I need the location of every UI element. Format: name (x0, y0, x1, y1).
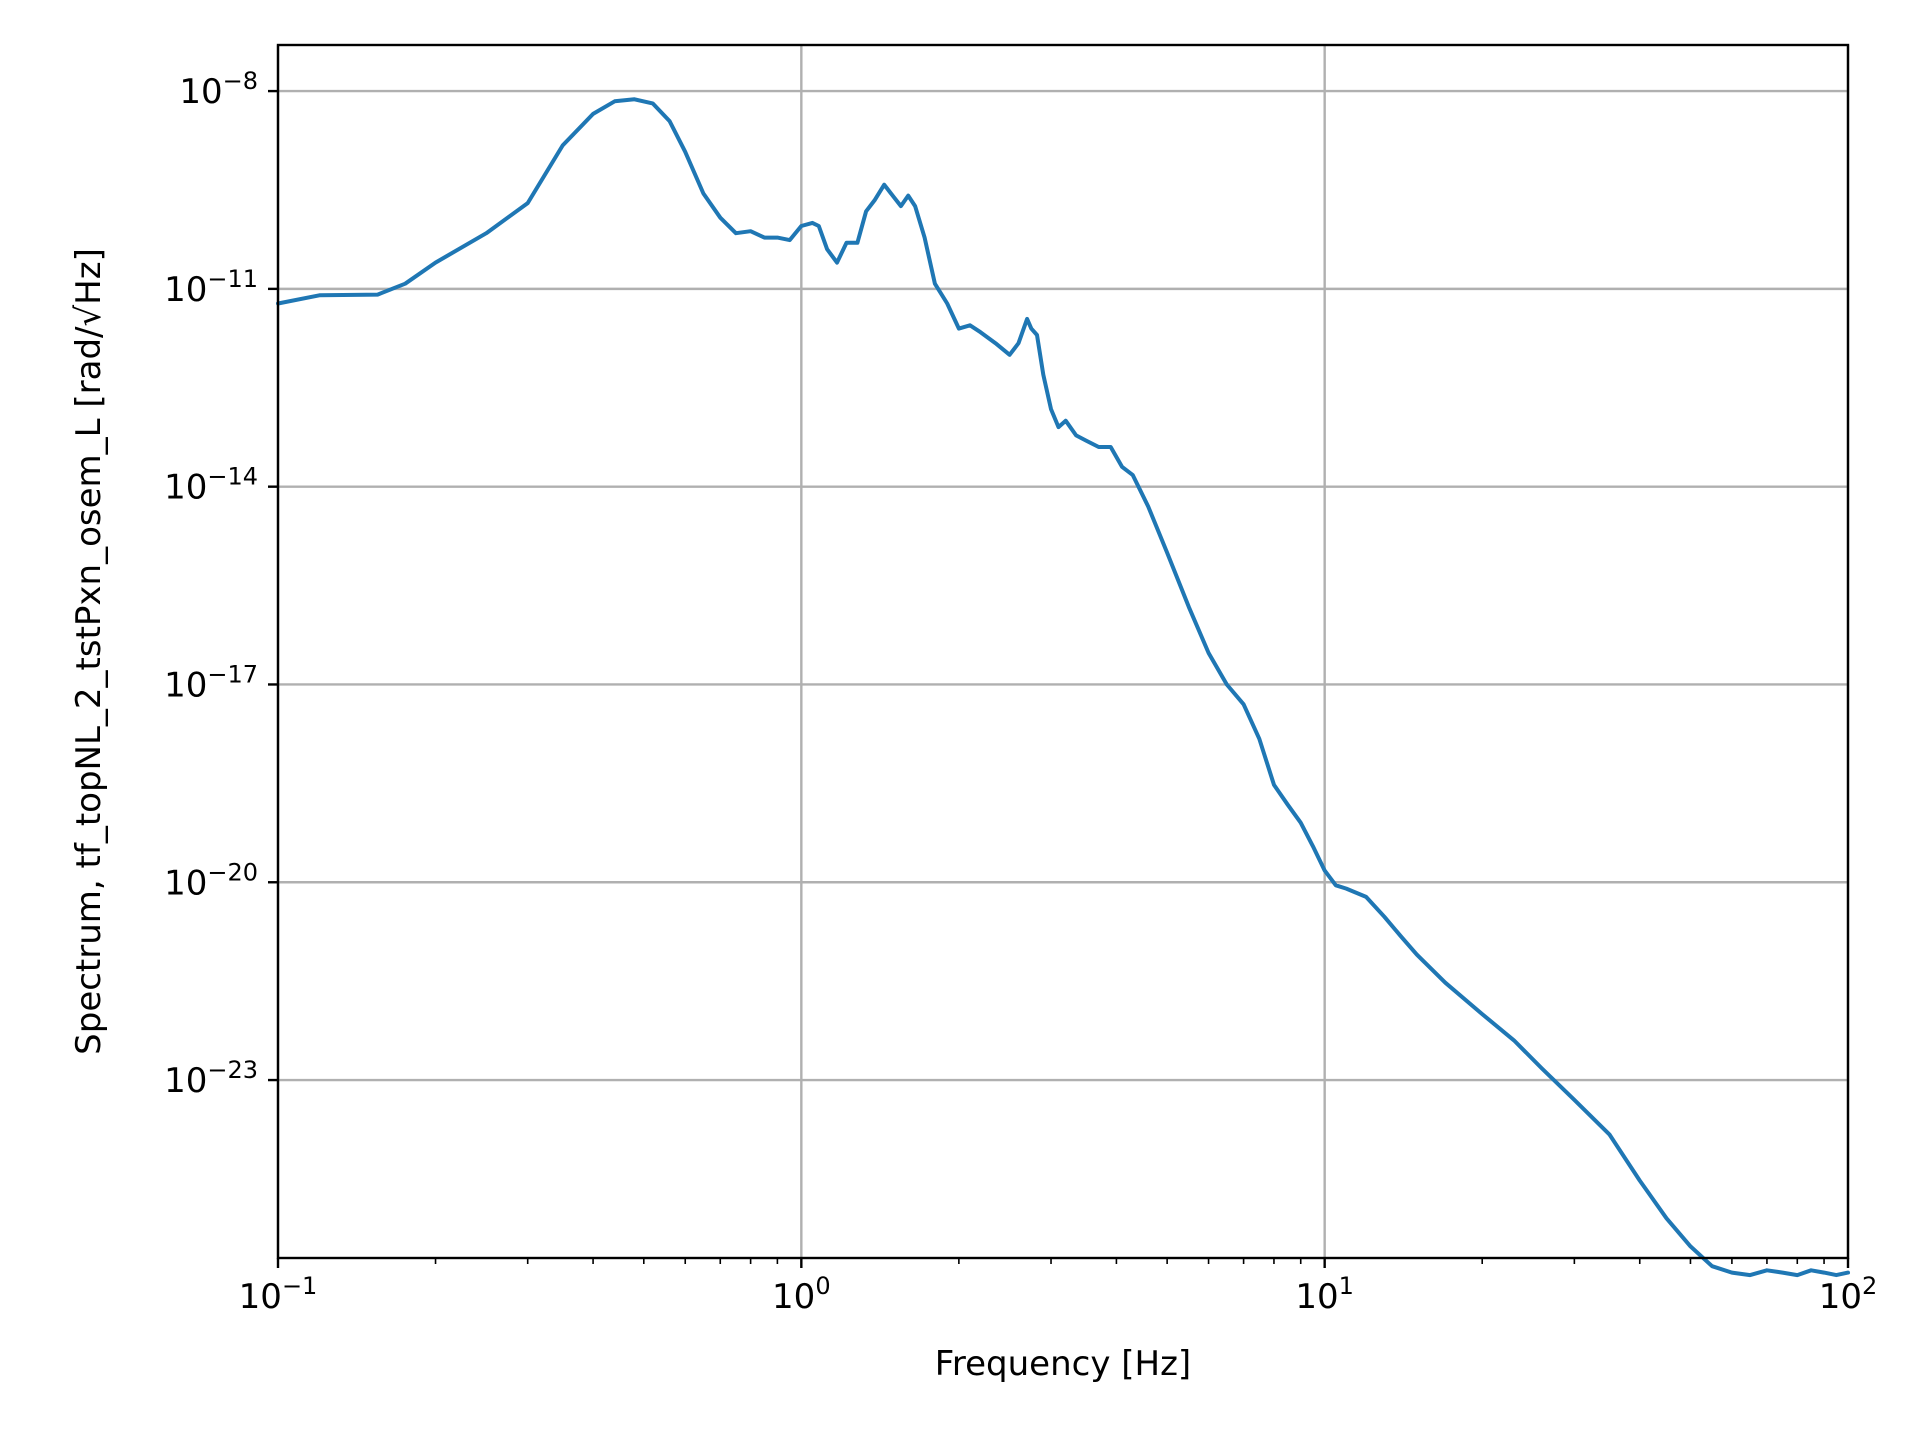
y-tick-labels: 10−8 10−11 10−14 10−17 10−20 10−23 (164, 67, 258, 1101)
x-tick-label-0: 10−1 (239, 1272, 318, 1317)
x-tick-label-2: 101 (1295, 1272, 1354, 1317)
series-group (276, 97, 1850, 1278)
axes-frame (276, 43, 1850, 1260)
x-tick-labels: 10−1 100 101 102 (239, 1272, 1878, 1317)
y-tick-label-0: 10−8 (179, 67, 258, 112)
x-axis-title: Frequency [Hz] (935, 1344, 1191, 1384)
x-tick-label-3: 102 (1819, 1272, 1878, 1317)
series-line-0 (276, 97, 1850, 1278)
y-tick-label-1: 10−11 (164, 265, 258, 310)
x-tick-label-1: 100 (772, 1272, 831, 1317)
y-tick-label-4: 10−20 (164, 858, 258, 903)
y-tick-label-3: 10−17 (164, 660, 258, 705)
major-ticks (268, 89, 1850, 1268)
grid-lines (276, 45, 1850, 1258)
y-tick-label-2: 10−14 (164, 463, 258, 508)
y-axis-title: Spectrum, tf_topNL_2_tstPxn_osem_L [rad/… (69, 248, 109, 1055)
y-tick-label-5: 10−23 (164, 1056, 258, 1101)
